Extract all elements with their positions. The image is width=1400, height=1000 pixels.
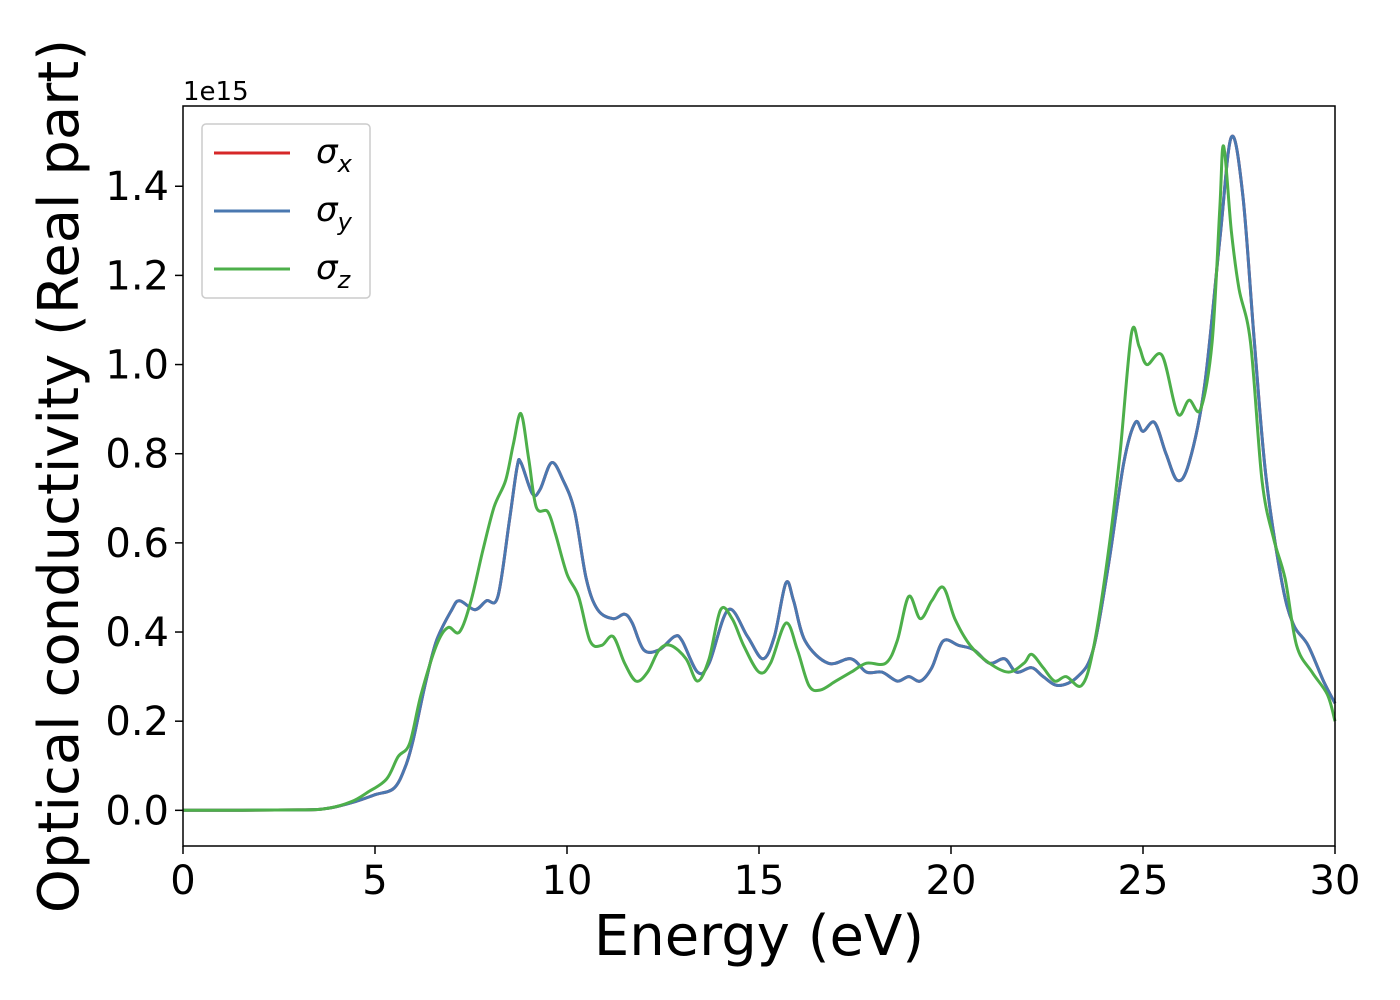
x-axis-title: Energy (eV): [594, 904, 924, 969]
series-lines: [182, 134, 1337, 812]
y-tick-label: 0.0: [105, 788, 169, 834]
y-offset-label: 1e15: [183, 77, 249, 107]
x-tick-label: 10: [542, 858, 593, 904]
y-axis-ticks: 0.0 0.2 0.4 0.6 0.8 1.0 1.2 1.4: [105, 164, 183, 834]
x-tick-label: 0: [170, 858, 195, 904]
x-tick-label: 20: [926, 858, 977, 904]
y-tick-label: 1.2: [105, 253, 169, 299]
x-tick-label: 30: [1310, 858, 1361, 904]
x-tick-label: 5: [362, 858, 387, 904]
y-tick-label: 1.4: [105, 164, 169, 210]
series-line-sigma-y: [182, 134, 1337, 812]
x-tick-label: 15: [734, 858, 785, 904]
y-axis-title: Optical conductivity (Real part): [27, 39, 92, 913]
legend-label-sigma-y: σy: [316, 190, 353, 236]
x-tick-label: 25: [1118, 858, 1169, 904]
y-tick-label: 0.8: [105, 432, 169, 478]
y-tick-label: 0.6: [105, 521, 169, 567]
y-tick-label: 1.0: [105, 343, 169, 389]
series-line-sigma-z: [182, 144, 1337, 812]
y-tick-label: 0.2: [105, 699, 169, 745]
x-axis-ticks: 0 5 10 15 20 25 30: [170, 846, 1360, 904]
y-tick-label: 0.4: [105, 610, 169, 656]
plot-area: [183, 106, 1335, 846]
